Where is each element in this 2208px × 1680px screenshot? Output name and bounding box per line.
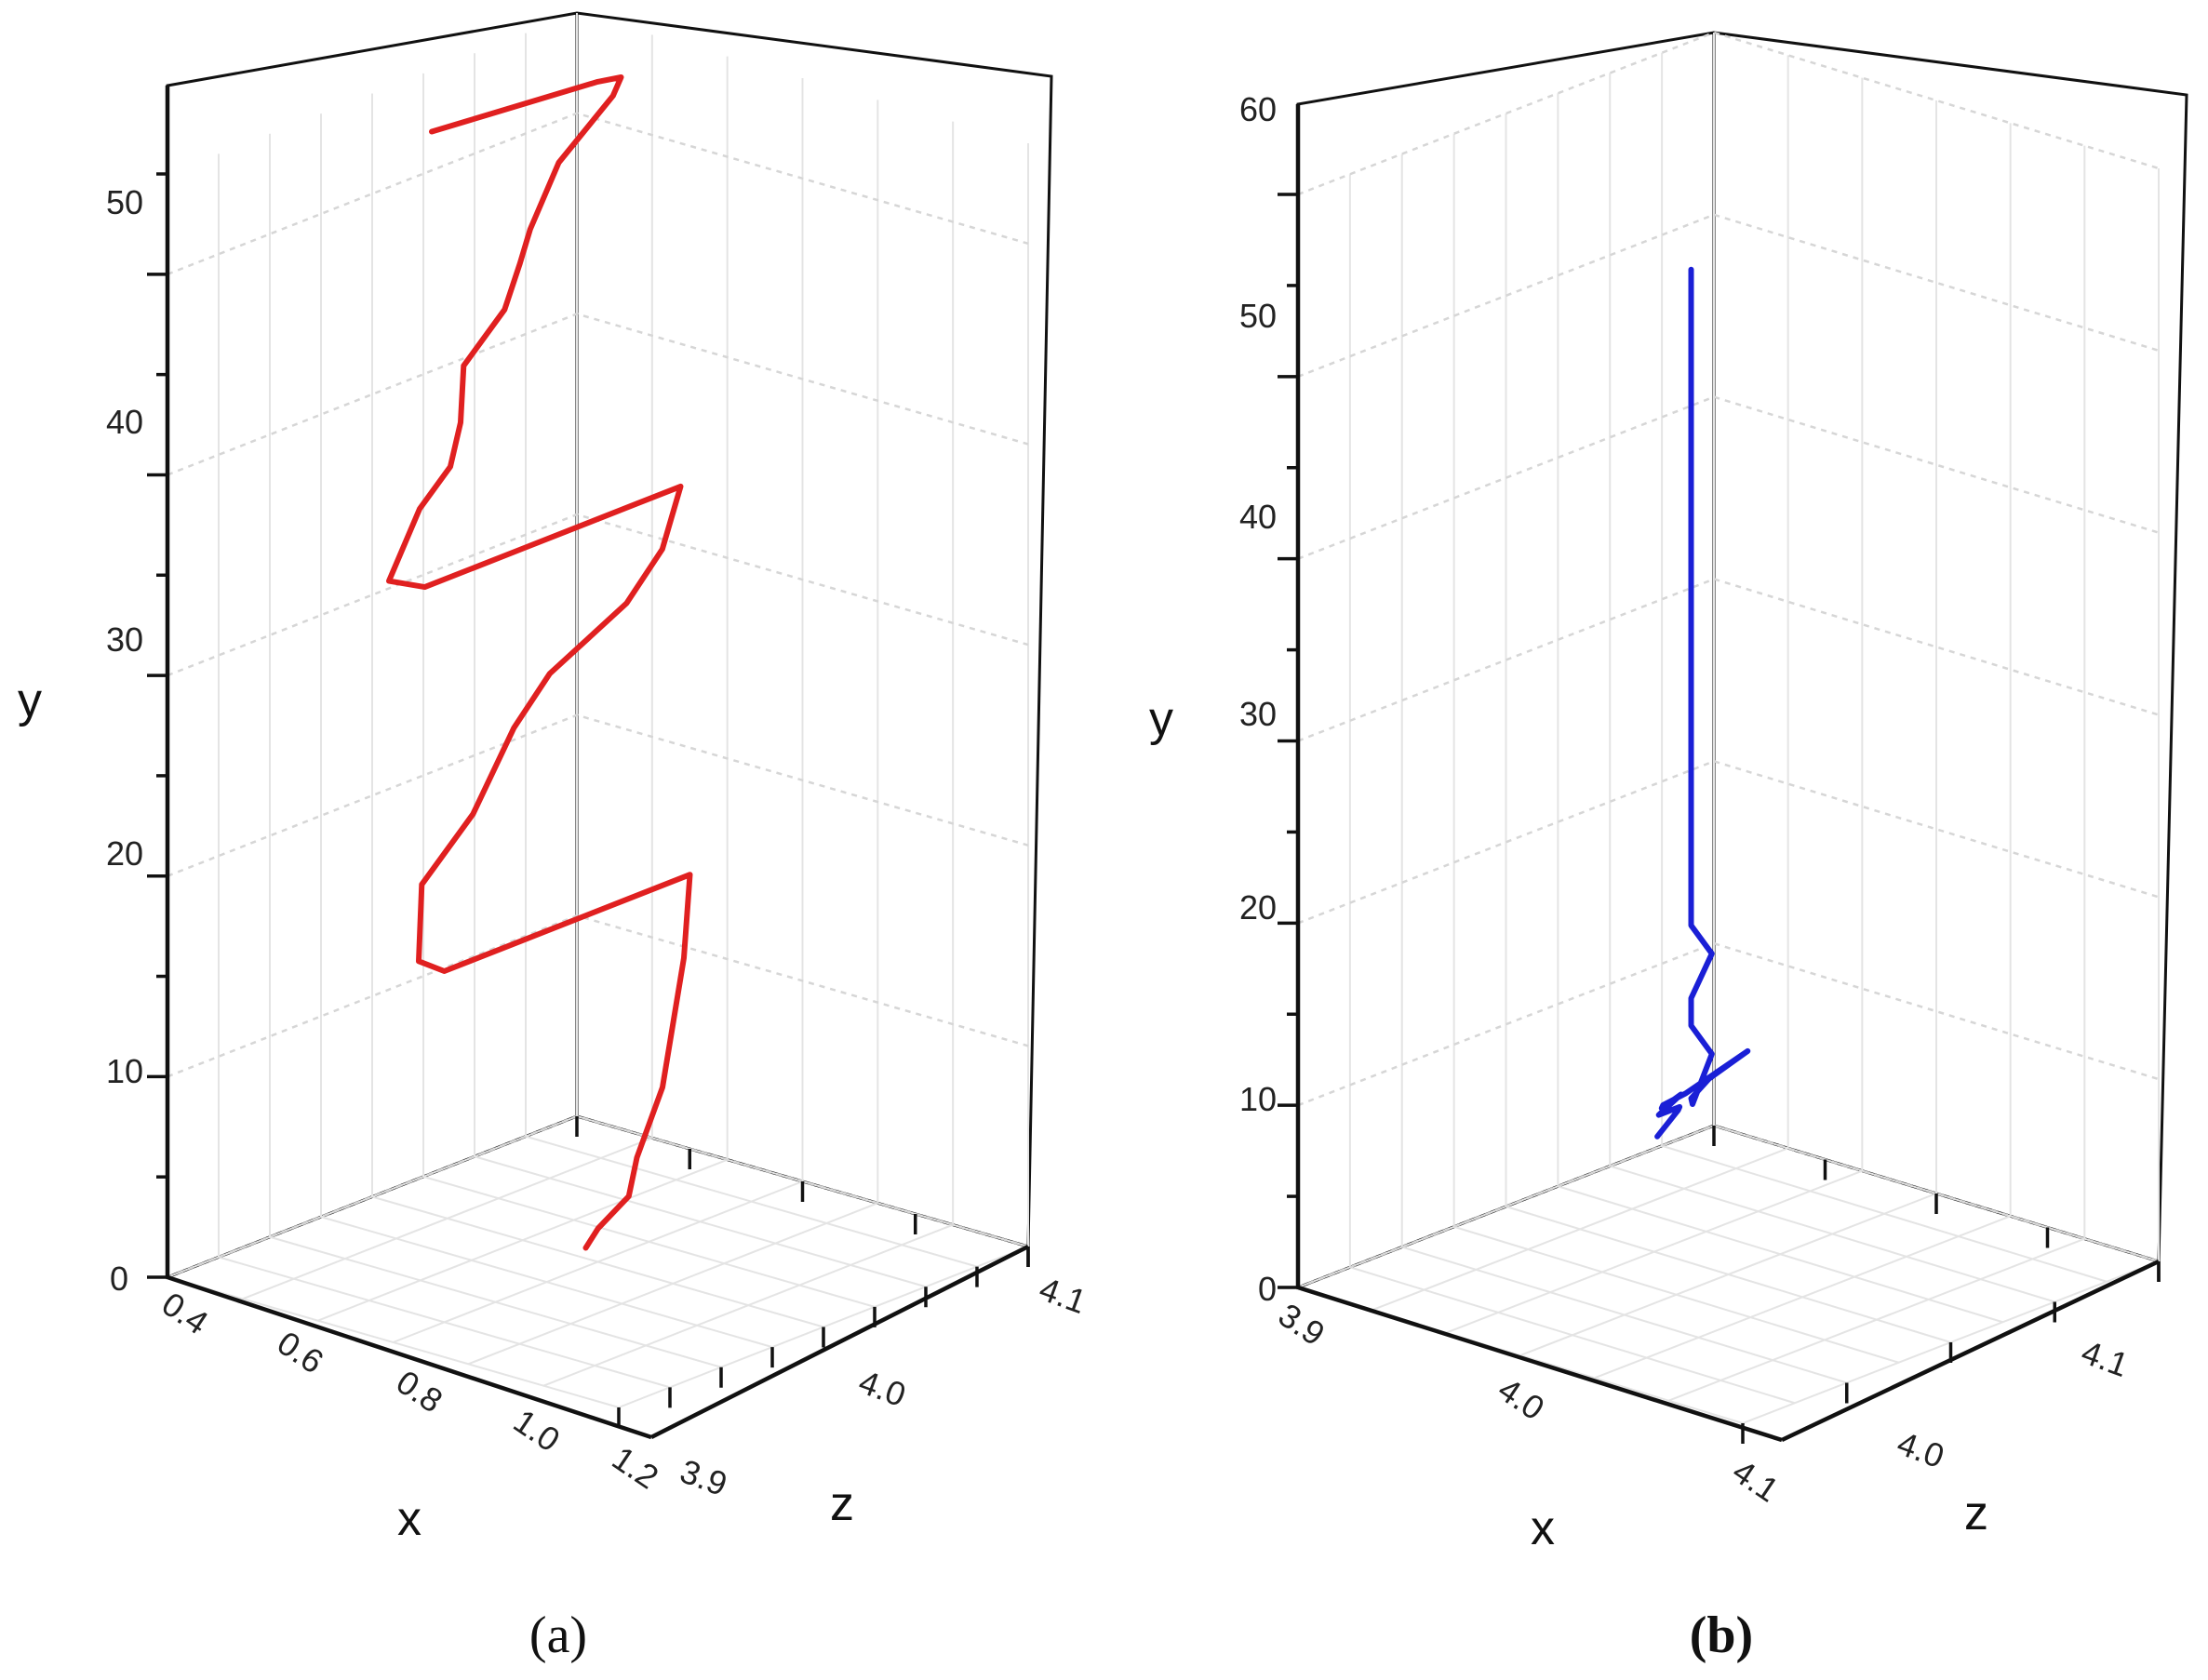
panel-a-axes [165,86,1030,1440]
panel-a-grid [167,13,1029,1408]
panel-b-floor-gridline [1519,1193,1937,1356]
panel-b-xtick-1: 4.0 [1492,1370,1551,1428]
panel-a-ylabel: y [18,673,42,727]
panel-a-xtick-4: 1.2 [606,1439,665,1497]
panel-b-ztick-0: 4.0 [1893,1423,1949,1475]
panel-b-tick-labels: 0 10 20 30 40 50 60 3.9 4.0 4.1 4.0 4.1 [1239,90,2134,1510]
panel-b-xtick-0: 3.9 [1272,1296,1331,1353]
panel-a-y-gridline [167,313,1029,476]
panel-a-ytick-1: 10 [106,1052,143,1090]
panel-b-axes [1295,104,2160,1443]
panel-a-xtick-1: 0.6 [271,1324,330,1381]
panel-a: 0 10 20 30 40 50 0.4 0.6 0.8 1.0 1.2 3.9… [18,11,1091,1664]
panel-b-y-gridline [1297,31,2160,196]
panel-b-back-walls [1296,31,2188,1290]
panel-a-floor-gridline [393,1180,803,1343]
panel-b-xlabel: x [1531,1501,1555,1555]
panel-b-y-gridline [1297,578,2160,742]
panel-a-xtick-2: 0.8 [390,1363,449,1420]
panel-a-ytick-3: 30 [106,620,143,659]
panel-b-ytick-0: 0 [1258,1270,1277,1308]
panel-a-ytick-4: 40 [106,403,143,441]
panel-b-ztick-1: 4.1 [2077,1332,2134,1384]
panel-b-y-gridline [1297,395,2160,560]
panel-b-y-gridline [1297,213,2160,378]
panel-a-xtick-0: 0.4 [155,1285,215,1342]
panel-b-xtick-2: 4.1 [1726,1452,1786,1510]
panel-a-y-gridline [167,713,1029,877]
panel-a-ytick-2: 20 [106,834,143,873]
panel-b-y-gridline [1297,760,2160,925]
panel-b-z-axis-line [1781,1259,2160,1443]
panel-a-y-gridline [167,112,1029,275]
panel-a-ytick-0: 0 [110,1260,128,1298]
panel-b-x-axis-line [1297,1285,1783,1443]
panel-a-z-axis-line [649,1244,1030,1440]
panel-a-x-axis-line [167,1274,652,1440]
panel-b-ytick-3: 30 [1239,695,1277,733]
panel-b-back-wall-frame [1296,31,2188,1290]
panel-b-ylabel: y [1149,692,1173,746]
panel-b-y-gridline [1297,1124,2160,1289]
panel-a-ztick-0: 3.9 [676,1451,732,1503]
panel-a-floor-gridline [317,1158,729,1322]
panel-b-grid [1297,31,2160,1424]
panel-a-floor-gridline [242,1137,653,1300]
panel-b-ytick-6: 60 [1239,90,1277,128]
panel-a-xtick-3: 1.0 [507,1402,567,1460]
panel-b: 0 10 20 30 40 50 60 3.9 4.0 4.1 4.0 4.1 … [1149,31,2188,1664]
panel-b-floor-gridline [1372,1147,1789,1312]
panel-a-y-gridline [167,1114,1029,1279]
panel-b-label: (b) [1690,1607,1753,1664]
panel-b-zlabel: z [1964,1487,1988,1540]
panel-a-floor-gridline [542,1223,954,1387]
panel-b-floor-gridline [1667,1237,2085,1402]
panel-a-ztick-1: 4.0 [854,1362,911,1414]
panel-a-xlabel: x [397,1492,422,1546]
panel-a-back-walls [166,11,1053,1280]
panel-b-ytick-5: 50 [1239,297,1277,335]
panel-b-ticks [1278,193,2161,1444]
panel-a-back-wall-frame [166,11,1053,1280]
panel-b-ytick-2: 20 [1239,888,1277,927]
panel-a-ticks [147,172,1030,1428]
panel-b-floor-gridline [1594,1215,2012,1380]
panel-a-y-gridline [167,513,1029,677]
panel-b-y-gridline [1297,941,2160,1107]
panel-a-zlabel: z [830,1477,854,1531]
panel-a-ytick-5: 50 [106,183,143,221]
panel-a-y-gridline [167,914,1029,1078]
panel-b-floor-gridline [1445,1169,1863,1334]
panel-b-ytick-4: 40 [1239,498,1277,536]
panel-a-floor-gridline [467,1202,878,1366]
panel-a-label: (a) [529,1607,587,1664]
panel-b-ytick-1: 10 [1239,1080,1277,1118]
panel-a-series-line [386,74,693,1251]
panel-b-series-line [1654,266,1751,1140]
panel-a-ztick-2: 4.1 [1035,1269,1091,1321]
